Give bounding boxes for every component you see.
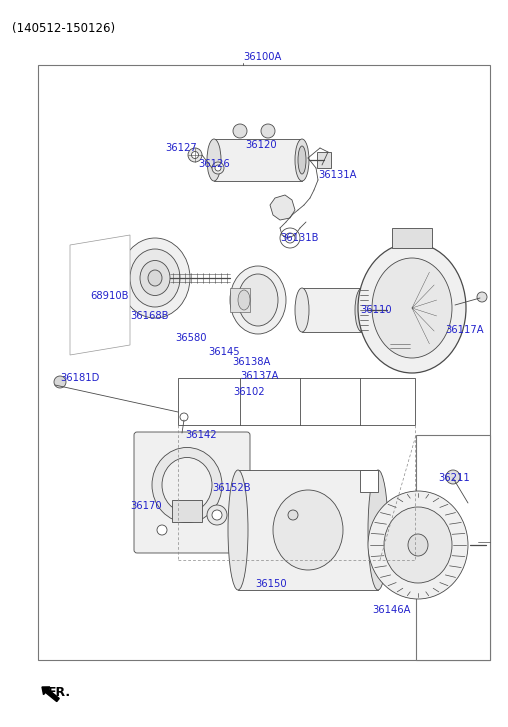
Text: 36120: 36120	[245, 140, 277, 150]
Ellipse shape	[368, 491, 468, 599]
Circle shape	[395, 326, 401, 334]
Ellipse shape	[207, 139, 221, 181]
Ellipse shape	[162, 457, 212, 513]
Text: 36100A: 36100A	[243, 52, 281, 62]
Ellipse shape	[120, 238, 190, 318]
Circle shape	[285, 233, 295, 243]
Ellipse shape	[384, 507, 452, 583]
Text: 36102: 36102	[233, 387, 265, 397]
Ellipse shape	[238, 274, 278, 326]
Ellipse shape	[295, 139, 309, 181]
Text: 36580: 36580	[175, 333, 206, 343]
Ellipse shape	[228, 470, 248, 590]
Text: 36138A: 36138A	[232, 357, 270, 367]
Text: 36146A: 36146A	[372, 605, 410, 615]
Circle shape	[382, 312, 390, 320]
Text: 36117A: 36117A	[445, 325, 484, 335]
Text: 36126: 36126	[198, 159, 230, 169]
Bar	[38, 65, 490, 660]
Bar	[360, 470, 378, 492]
Ellipse shape	[295, 288, 309, 332]
Circle shape	[180, 413, 188, 421]
Text: 36181D: 36181D	[60, 373, 100, 383]
Ellipse shape	[372, 258, 452, 358]
Text: 36150: 36150	[255, 579, 287, 589]
Bar	[178, 378, 415, 425]
Circle shape	[280, 228, 300, 248]
Ellipse shape	[148, 270, 162, 286]
Circle shape	[233, 124, 247, 138]
Polygon shape	[70, 235, 130, 355]
FancyBboxPatch shape	[134, 432, 250, 553]
Bar	[302, 288, 362, 332]
Text: 36211: 36211	[438, 473, 470, 483]
Text: 36137A: 36137A	[240, 371, 278, 381]
Text: 36170: 36170	[130, 501, 162, 511]
Circle shape	[390, 322, 406, 338]
Circle shape	[188, 148, 202, 162]
Circle shape	[157, 525, 167, 535]
FancyArrow shape	[42, 687, 59, 702]
Circle shape	[212, 162, 224, 174]
Text: 36131B: 36131B	[280, 233, 319, 243]
Text: 36145: 36145	[208, 347, 240, 357]
Bar	[390, 340, 410, 352]
Text: 68910B: 68910B	[90, 291, 129, 301]
Ellipse shape	[298, 146, 306, 174]
Circle shape	[54, 376, 66, 388]
Text: 36168B: 36168B	[130, 311, 169, 321]
Circle shape	[192, 151, 199, 158]
Ellipse shape	[238, 290, 250, 310]
Text: FR.: FR.	[48, 686, 71, 699]
Circle shape	[212, 510, 222, 520]
Bar	[416, 435, 490, 660]
Ellipse shape	[230, 266, 286, 334]
Ellipse shape	[368, 470, 388, 590]
Polygon shape	[270, 195, 295, 220]
Ellipse shape	[152, 448, 222, 523]
Bar	[238, 470, 378, 590]
Ellipse shape	[130, 249, 180, 307]
Ellipse shape	[408, 534, 428, 556]
Ellipse shape	[355, 288, 369, 332]
Ellipse shape	[358, 243, 466, 373]
Ellipse shape	[273, 490, 343, 570]
Ellipse shape	[140, 260, 170, 295]
Text: 36110: 36110	[360, 305, 392, 315]
Circle shape	[446, 470, 460, 484]
Bar	[230, 288, 250, 312]
Text: 36152B: 36152B	[212, 483, 250, 493]
Bar	[317, 152, 331, 168]
Bar	[214, 139, 302, 181]
Circle shape	[215, 165, 221, 171]
Text: (140512-150126): (140512-150126)	[12, 22, 115, 35]
Bar	[392, 228, 432, 248]
Circle shape	[477, 292, 487, 302]
Circle shape	[261, 124, 275, 138]
Circle shape	[288, 510, 298, 520]
Bar	[172, 500, 202, 522]
Circle shape	[207, 505, 227, 525]
Text: 36127: 36127	[165, 143, 197, 153]
Text: 36142: 36142	[185, 430, 216, 440]
Text: 36131A: 36131A	[318, 170, 357, 180]
Circle shape	[377, 307, 395, 325]
